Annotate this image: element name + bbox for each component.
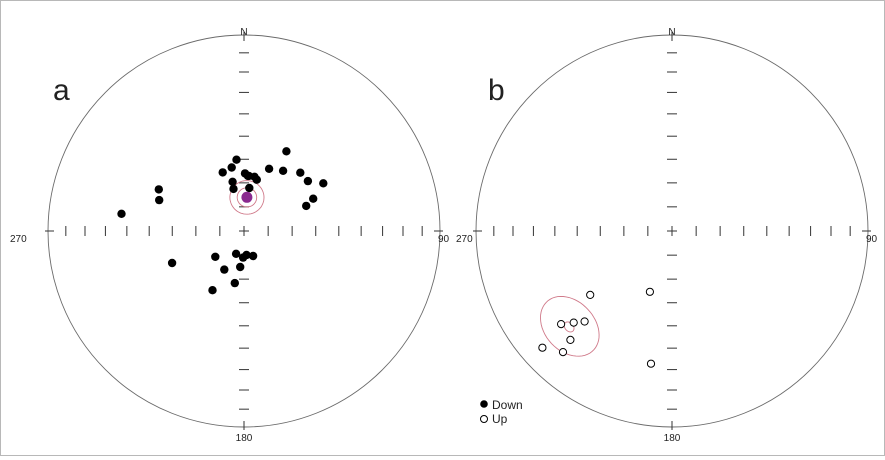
west-label-a: 270 xyxy=(10,234,27,245)
data-point-down xyxy=(232,156,240,164)
panel-letter-a: a xyxy=(53,74,70,107)
data-point-down xyxy=(296,169,304,177)
data-point-up xyxy=(567,336,574,343)
data-point-down xyxy=(265,165,273,173)
data-point-down xyxy=(279,167,287,175)
net-b xyxy=(473,32,871,430)
data-point-down xyxy=(319,179,327,187)
data-point-down xyxy=(245,184,253,192)
data-point-up xyxy=(646,288,653,295)
data-point-down xyxy=(155,196,163,204)
mean-direction xyxy=(241,192,252,203)
south-label-b: 180 xyxy=(664,433,681,444)
stereonet-panel-a: a N 180 270 90 xyxy=(10,27,450,444)
data-point-down xyxy=(219,168,227,176)
data-point-down xyxy=(220,265,228,273)
west-label-b: 270 xyxy=(456,234,473,245)
data-point-down xyxy=(232,250,240,258)
data-point-up xyxy=(587,291,594,298)
data-point-down xyxy=(211,253,219,261)
legend-label-down: Down xyxy=(492,398,523,412)
data-point-down xyxy=(309,195,317,203)
data-point-up xyxy=(558,321,565,328)
data-point-down xyxy=(253,176,261,184)
south-label-a: 180 xyxy=(236,433,253,444)
data-point-down xyxy=(168,259,176,267)
data-point-down xyxy=(117,210,125,218)
data-point-down xyxy=(208,286,216,294)
legend-label-up: Up xyxy=(492,412,508,426)
net-a xyxy=(45,32,443,430)
legend-symbol-filled xyxy=(480,400,488,408)
data-point-down xyxy=(302,202,310,210)
confidence-circle xyxy=(541,296,600,356)
data-point-up xyxy=(559,349,566,356)
legend-item-down: Down xyxy=(480,398,522,412)
data-point-down xyxy=(229,185,237,193)
east-label-b: 90 xyxy=(866,234,878,245)
north-label-b: N xyxy=(668,27,675,38)
data-point-down xyxy=(231,279,239,287)
north-label-a: N xyxy=(240,27,247,38)
legend-symbol-open xyxy=(481,416,488,423)
data-point-down xyxy=(155,185,163,193)
data-point-down xyxy=(236,263,244,271)
data-point-down xyxy=(282,147,290,155)
data-point-up xyxy=(539,344,546,351)
stereonet-panel-b: b N 180 270 90 xyxy=(456,27,878,444)
legend-item-up: Up xyxy=(481,412,508,426)
data-point-down xyxy=(228,178,236,186)
data-point-up xyxy=(647,360,654,367)
data-point-up xyxy=(570,319,577,326)
east-label-a: 90 xyxy=(438,234,450,245)
legend: Down Up xyxy=(480,398,522,426)
data-point-down xyxy=(304,177,312,185)
data-point-up xyxy=(581,318,588,325)
panel-letter-b: b xyxy=(488,74,505,107)
data-point-down xyxy=(228,163,236,171)
data-point-down xyxy=(249,252,257,260)
